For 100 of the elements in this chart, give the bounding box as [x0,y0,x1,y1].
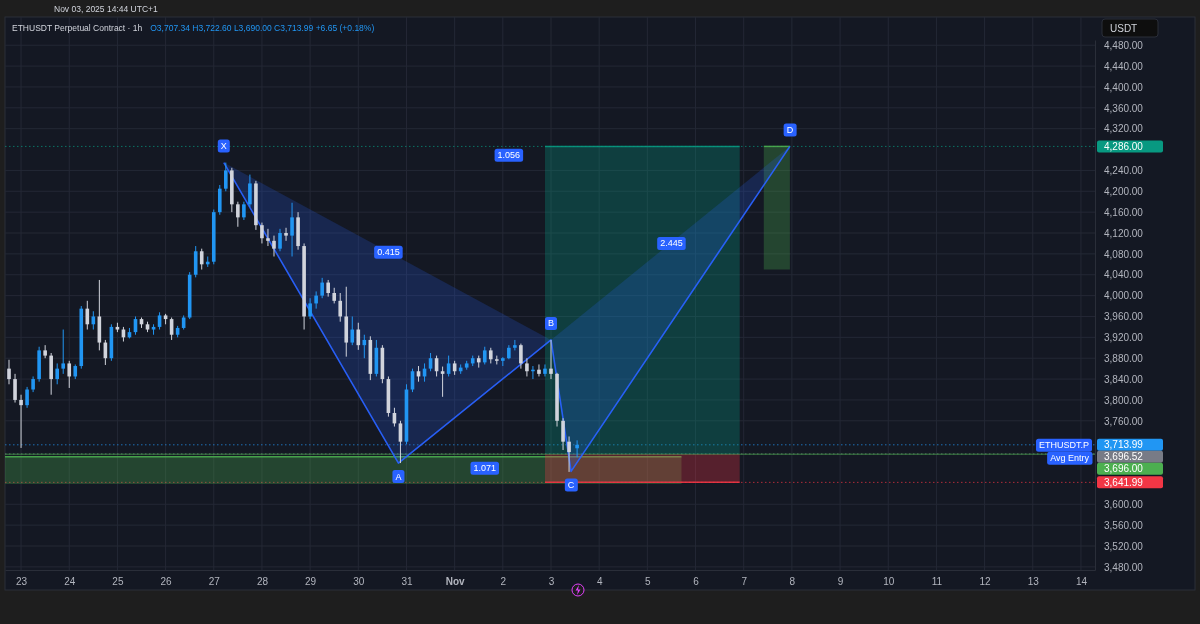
candlestick [25,386,29,409]
candlestick [55,362,59,385]
y-tick-label: 4,440.00 [1104,60,1144,72]
x-tick-label: 2 [500,576,507,588]
chart-title: ETHUSDT Perpetual Contract · 1h [12,23,143,33]
ref-line-label: 4,286.00 [1104,140,1144,152]
x-tick-label: 29 [305,576,317,588]
y-tick-label: 4,320.00 [1104,123,1144,135]
y-axis-title: USDT [1110,23,1138,34]
candlestick [61,329,66,375]
candlestick [67,360,72,389]
annotation: 1.056 [497,150,521,161]
annotation: 2.445 [660,238,683,249]
candlestick [561,417,565,451]
x-tick-label: 25 [112,576,124,588]
x-tick-label: 14 [1075,576,1088,588]
candlestick [549,339,553,380]
annotation: 0.415 [377,247,400,258]
candlestick [19,394,23,449]
ref-line-label: 3,696.00 [1104,463,1144,475]
x-tick-label: 13 [1027,576,1040,588]
x-tick-label: 6 [693,576,700,588]
ref-line-label: 3,641.99 [1104,476,1144,488]
annotation: ETHUSDT.P [1038,440,1089,451]
candlestick [543,363,547,377]
x-tick-label: 5 [645,576,652,588]
text: Nov 03, 2025 14:44 UTC+1 [54,4,158,14]
candlestick [320,277,324,299]
candlestick [290,202,294,257]
candlestick [193,245,198,278]
candlestick [224,162,228,192]
y-tick-label: 4,080.00 [1104,248,1144,260]
ref-line-label: 3,696.52 [1104,451,1144,463]
y-tick-label: 4,120.00 [1104,227,1144,239]
y-tick-label: 3,600.00 [1104,498,1144,510]
candlestick [49,352,53,396]
chart-subtitle: O3,707.34 H3,722.60 L3,690.00 C3,713.99 +6.65 (+0.18%) [150,23,375,33]
annotation: Avg Entry [1050,453,1090,464]
x-tick-label: 10 [883,576,895,588]
x-tick-label: 4 [596,576,603,588]
candlestick [537,363,541,377]
candlestick [350,315,355,346]
candlestick [284,227,288,242]
y-tick-label: 4,400.00 [1104,81,1144,93]
annotation: C [567,479,575,490]
x-tick-label: Nov [445,576,466,588]
y-tick-label: 4,200.00 [1104,185,1144,197]
candlestick [43,344,47,359]
x-tick-label: 3 [548,576,555,588]
candlestick [567,435,571,473]
candlestick [278,228,282,252]
ref-line-label: 3,713.99 [1104,439,1144,451]
annotation: 1.071 [473,463,497,474]
candlestick [525,357,529,377]
annotation: B [548,318,555,329]
annotation: D [786,124,794,135]
candlestick [356,322,361,351]
candlestick [217,184,222,216]
y-tick-label: 3,760.00 [1104,415,1144,427]
x-tick-label: 23 [16,576,28,588]
y-tick-label: 3,840.00 [1104,373,1144,385]
candlestick [248,174,252,208]
y-tick-label: 3,480.00 [1104,561,1144,573]
x-tick-label: 31 [401,576,413,588]
candlestick [440,366,445,398]
candlestick [7,359,11,385]
y-tick-label: 4,160.00 [1104,206,1144,218]
y-tick-label: 4,040.00 [1104,269,1144,281]
x-tick-label: 8 [789,576,796,588]
candlestick [260,222,264,244]
x-tick-label: 12 [979,576,992,588]
candlestick [85,300,90,331]
candlestick [242,201,246,221]
x-tick-label: 24 [64,576,76,588]
x-tick-label: 26 [160,576,173,588]
y-tick-label: 4,240.00 [1104,165,1144,177]
candlestick [519,343,523,370]
candlestick [199,248,204,271]
candlestick [338,292,343,323]
x-tick-label: 30 [353,576,365,588]
candlestick [13,373,17,404]
candlestick [266,228,270,247]
candlestick [308,297,312,320]
y-tick-label: 4,480.00 [1104,39,1144,51]
y-tick-label: 3,560.00 [1104,519,1144,531]
x-tick-label: 28 [256,576,269,588]
y-tick-label: 3,520.00 [1104,540,1144,552]
y-tick-label: 4,000.00 [1104,290,1144,302]
y-tick-label: 3,880.00 [1104,352,1144,364]
annotation: X [220,141,227,152]
x-tick-label: 9 [837,576,844,588]
x-tick-label: 27 [208,576,221,588]
x-tick-label: 11 [931,576,943,588]
annotation: A [395,471,402,482]
candlestick [236,201,240,228]
x-tick-label: 7 [741,576,748,588]
y-tick-label: 3,920.00 [1104,332,1144,344]
candlestick [314,290,318,310]
candlestick [272,235,276,257]
y-tick-label: 3,960.00 [1104,311,1144,323]
